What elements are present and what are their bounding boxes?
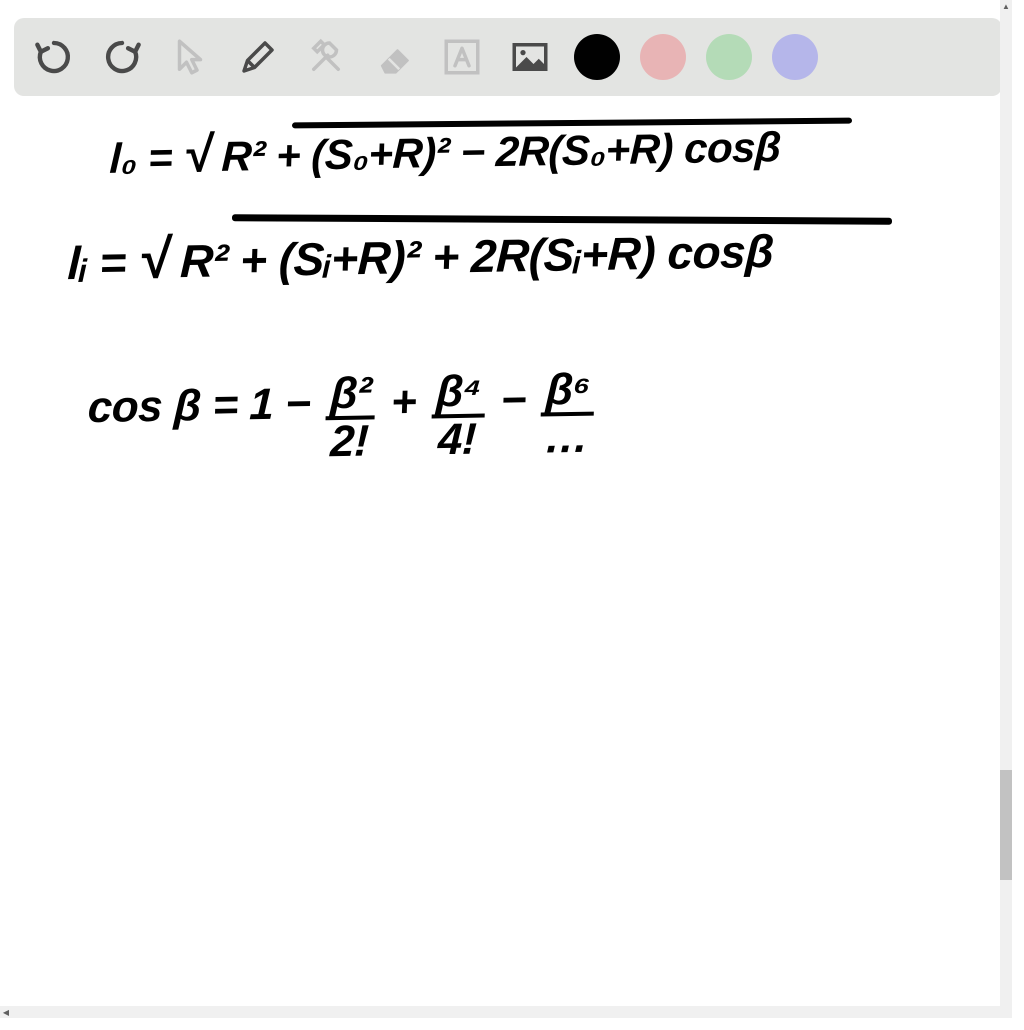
fraction-2: β⁴ 4! xyxy=(430,370,486,463)
image-button[interactable] xyxy=(506,33,554,81)
undo-icon xyxy=(33,36,75,78)
eq1-rhs: R² + (S₀+R)² − 2R(S₀+R) cosβ xyxy=(221,123,782,180)
eraser-icon xyxy=(373,36,415,78)
undo-button[interactable] xyxy=(30,33,78,81)
vertical-scrollbar[interactable]: ▲ ▼ xyxy=(1000,0,1012,1018)
color-swatch-green[interactable] xyxy=(706,34,752,80)
pencil-button[interactable] xyxy=(234,33,282,81)
toolbar xyxy=(14,18,1002,96)
drawing-canvas[interactable]: l₀ = √ R² + (S₀+R)² − 2R(S₀+R) cosβ lᵢ =… xyxy=(0,100,1012,1018)
sqrt-symbol-2: √ xyxy=(137,227,169,290)
frac1-num: β² xyxy=(326,371,377,420)
equation-line-2: lᵢ = √ R² + (Sᵢ+R)² + 2R(Sᵢ+R) cosβ xyxy=(67,216,775,292)
frac2-den: 4! xyxy=(430,418,485,463)
eq2-rhs: R² + (Sᵢ+R)² + 2R(Sᵢ+R) cosβ xyxy=(179,225,774,287)
eq2-lhs: lᵢ = xyxy=(67,236,127,289)
whiteboard-app: l₀ = √ R² + (S₀+R)² − 2R(S₀+R) cosβ lᵢ =… xyxy=(0,0,1012,1018)
pointer-button[interactable] xyxy=(166,33,214,81)
eq1-lhs: l₀ = xyxy=(109,134,173,182)
text-icon xyxy=(441,36,483,78)
redo-icon xyxy=(101,36,143,78)
eraser-button[interactable] xyxy=(370,33,418,81)
eq3-lhs: cos β = 1 − xyxy=(87,379,311,432)
redo-button[interactable] xyxy=(98,33,146,81)
frac3-num: β⁶ xyxy=(541,368,595,417)
equation-line-3: cos β = 1 − β² 2! + β⁴ 4! − β⁶ … xyxy=(86,356,599,457)
horizontal-scrollbar[interactable]: ◀ ▶ xyxy=(0,1006,1012,1018)
scrollbar-corner xyxy=(1000,1006,1012,1018)
frac2-num: β⁴ xyxy=(431,370,486,419)
tools-button[interactable] xyxy=(302,33,350,81)
tools-icon xyxy=(305,36,347,78)
fraction-1: β² 2! xyxy=(324,371,376,464)
color-swatch-red[interactable] xyxy=(640,34,686,80)
color-swatch-purple[interactable] xyxy=(772,34,818,80)
equation-line-1: l₀ = √ R² + (S₀+R)² − 2R(S₀+R) cosβ xyxy=(109,114,782,185)
pencil-icon xyxy=(237,36,279,78)
fraction-3: β⁶ … xyxy=(540,368,595,461)
image-icon xyxy=(509,36,551,78)
scroll-left-arrow-icon[interactable]: ◀ xyxy=(0,1006,12,1018)
vertical-scroll-thumb[interactable] xyxy=(1000,770,1012,880)
scroll-up-arrow-icon[interactable]: ▲ xyxy=(1000,0,1012,12)
sqrt-symbol-1: √ xyxy=(182,125,211,182)
pointer-icon xyxy=(169,36,211,78)
frac3-den: … xyxy=(540,416,594,461)
frac1-den: 2! xyxy=(324,419,375,464)
text-button[interactable] xyxy=(438,33,486,81)
color-swatch-black[interactable] xyxy=(574,34,620,80)
minus-1: − xyxy=(500,375,539,425)
plus-1: + xyxy=(390,377,429,427)
